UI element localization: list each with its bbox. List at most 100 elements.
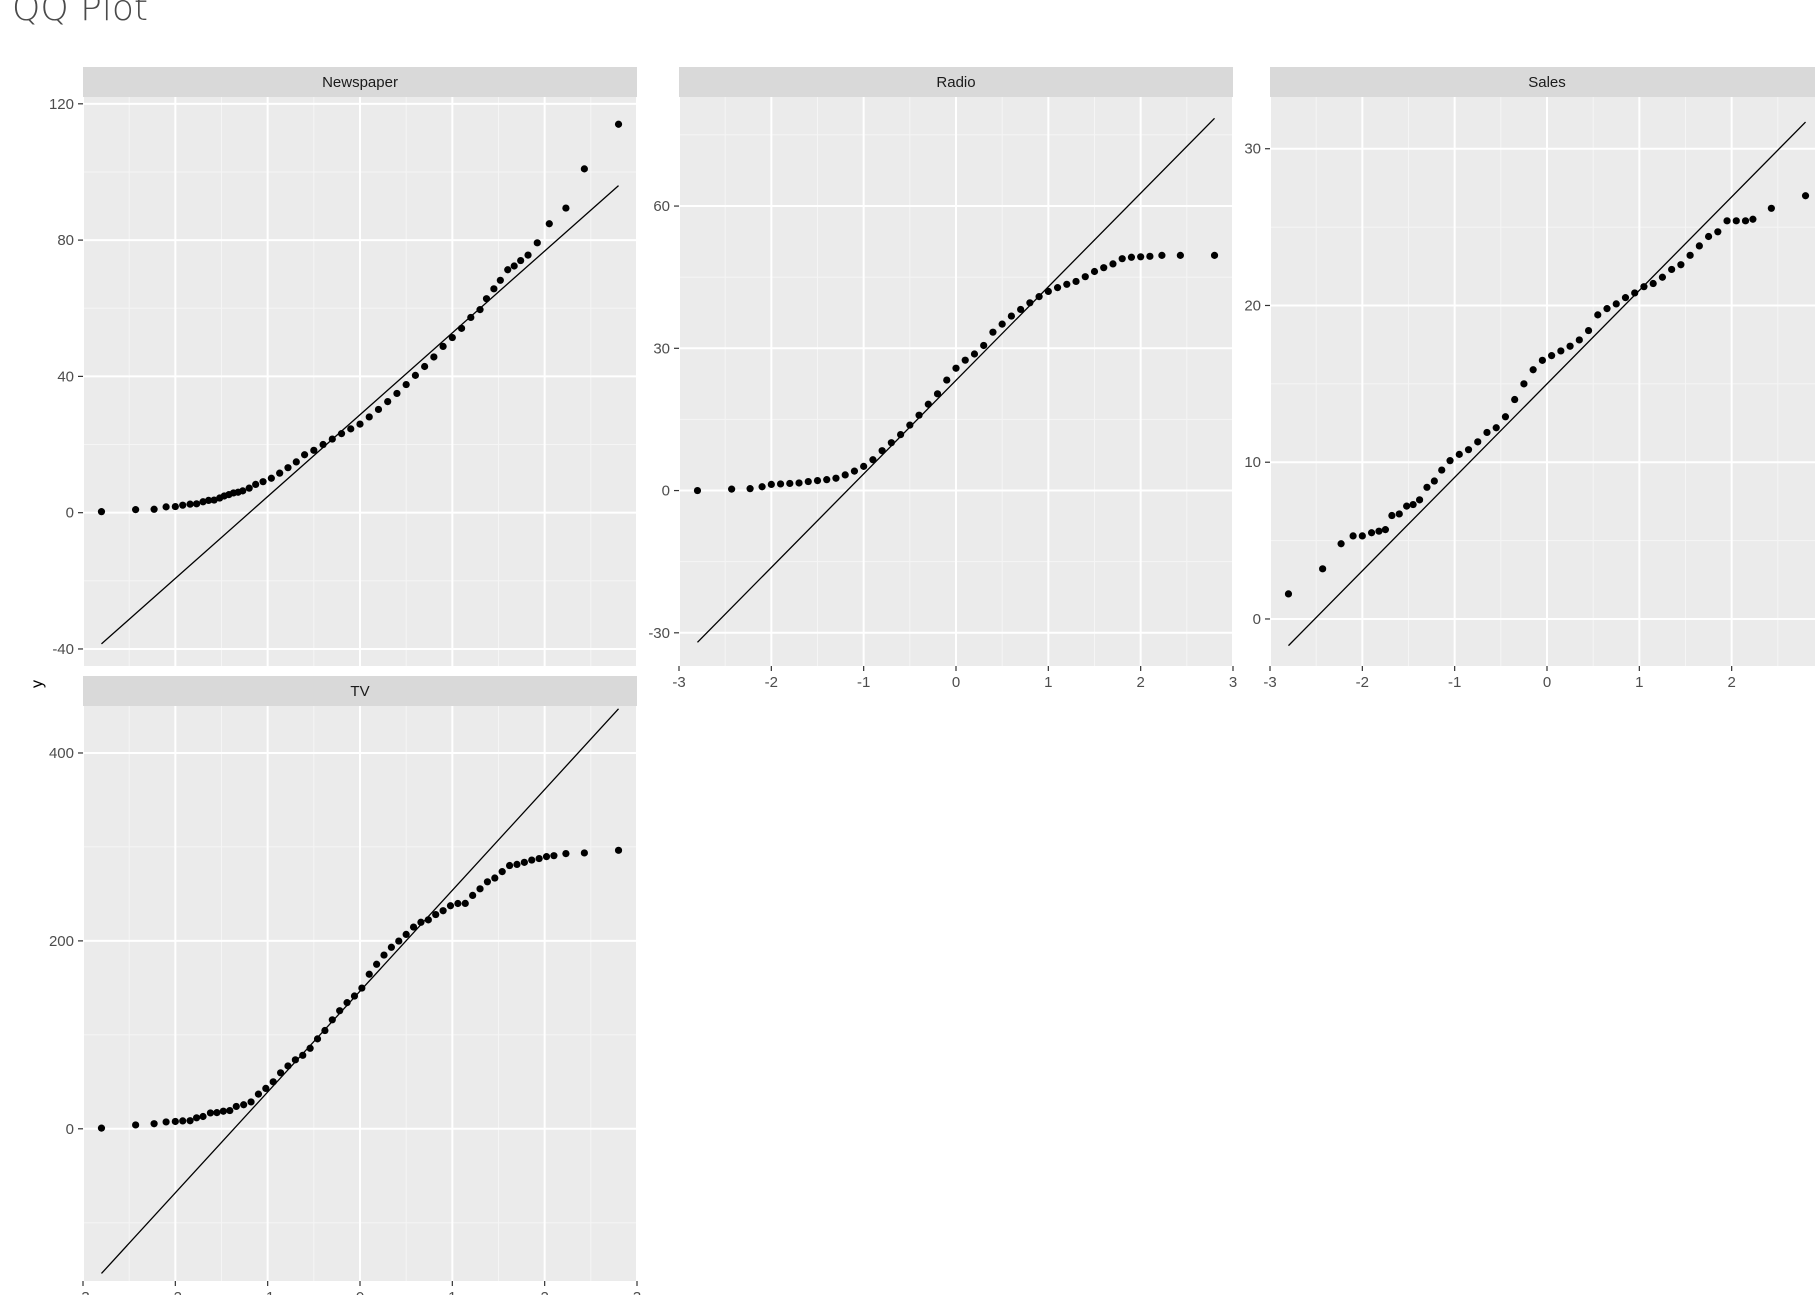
x-tick-label: 3 [1229, 674, 1237, 691]
data-point [395, 937, 403, 945]
data-point [1090, 267, 1099, 276]
data-point [1557, 347, 1565, 355]
y-tick-label: 10 [1244, 454, 1261, 471]
data-point [467, 313, 475, 322]
data-point [524, 251, 532, 259]
data-point [906, 421, 914, 429]
data-point [1026, 299, 1034, 307]
data-point [1415, 496, 1424, 504]
x-tick-label: 2 [540, 1289, 548, 1295]
data-point [970, 350, 979, 358]
qq-reference-line [100, 708, 620, 1274]
y-tick-label: 20 [1244, 297, 1261, 314]
data-point [943, 376, 951, 384]
facet-label: Radio [936, 74, 975, 91]
data-point [1529, 366, 1537, 374]
data-point [199, 498, 207, 506]
data-point [328, 435, 336, 443]
data-point [1409, 500, 1417, 509]
data-point [961, 356, 969, 364]
data-point [1381, 526, 1390, 534]
data-point [162, 503, 170, 511]
data-point [179, 501, 187, 509]
x-tick-label: -3 [76, 1289, 89, 1295]
data-point [1395, 510, 1403, 518]
data-point [513, 860, 521, 869]
facet-radio: Radio -30 0 30 60 -3 -2 -1 0 1 2 3 [648, 67, 1237, 691]
data-point [409, 923, 418, 931]
data-point [1438, 466, 1446, 474]
data-point [284, 1062, 292, 1070]
y-tick-label: 0 [1253, 611, 1261, 628]
data-point [786, 479, 794, 488]
data-point [933, 390, 942, 398]
data-point [545, 220, 553, 228]
data-point [562, 204, 570, 212]
data-point [226, 1106, 234, 1115]
data-point [1649, 279, 1657, 288]
data-point [1741, 217, 1750, 225]
data-point [1566, 342, 1574, 350]
data-point [213, 1109, 221, 1117]
data-point [284, 464, 292, 472]
data-point [1053, 284, 1062, 292]
y-axis-label: y [29, 680, 46, 688]
data-point [1388, 511, 1396, 520]
data-point [171, 502, 179, 511]
data-point [998, 320, 1006, 328]
y-tick-label: 0 [66, 505, 74, 522]
data-point [232, 1102, 240, 1111]
data-point [210, 496, 218, 504]
x-tick-label: 1 [1635, 674, 1643, 691]
data-point [505, 861, 514, 870]
data-point [804, 477, 812, 486]
y-tick-label: 30 [653, 340, 670, 357]
data-point [980, 341, 988, 350]
data-point [1446, 457, 1454, 465]
data-point [510, 262, 518, 270]
data-point [924, 400, 932, 408]
data-point [1695, 242, 1703, 250]
y-tick-label: 0 [662, 483, 670, 500]
data-point [347, 425, 355, 433]
data-point [496, 276, 504, 284]
data-point [319, 440, 327, 449]
data-point [186, 500, 194, 508]
data-point [550, 852, 558, 860]
data-point [887, 439, 895, 447]
data-point [374, 405, 383, 414]
data-point [1146, 252, 1154, 260]
data-point [520, 858, 528, 866]
data-point [776, 480, 785, 488]
data-point [897, 431, 905, 439]
data-point [1501, 413, 1510, 421]
data-point [1127, 253, 1136, 261]
data-point [1483, 428, 1491, 437]
data-point [869, 456, 877, 464]
data-point [580, 849, 588, 857]
data-point [171, 1117, 179, 1126]
data-point [878, 447, 886, 455]
data-point [860, 462, 868, 470]
data-point [1210, 251, 1219, 259]
data-point [758, 483, 766, 491]
data-point [915, 411, 923, 419]
data-point [276, 469, 284, 477]
data-point [482, 295, 491, 303]
data-point [1631, 289, 1639, 297]
data-point [528, 856, 536, 864]
data-point [1337, 540, 1345, 548]
data-point [328, 1016, 336, 1024]
panel-background [1270, 97, 1815, 666]
data-point [498, 868, 506, 876]
data-point [476, 306, 484, 314]
data-point [306, 1044, 314, 1052]
data-point [504, 266, 512, 274]
data-point [1677, 261, 1685, 269]
data-point [454, 899, 462, 908]
data-point [728, 485, 736, 493]
data-point [1668, 265, 1676, 274]
data-point [97, 508, 106, 516]
x-tick-label: -3 [672, 674, 685, 691]
data-point [795, 479, 803, 487]
